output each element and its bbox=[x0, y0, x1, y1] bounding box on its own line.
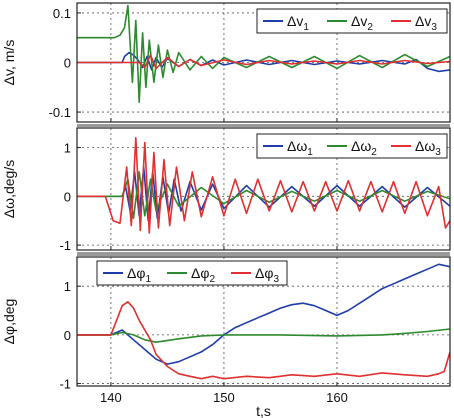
y-tick-label: -1 bbox=[59, 238, 71, 253]
series-line-3 bbox=[77, 300, 450, 380]
legend-label-3: Δv3 bbox=[415, 13, 437, 33]
legend-box bbox=[256, 8, 448, 34]
y-tick-label: 0 bbox=[64, 328, 71, 343]
plot-frame bbox=[76, 2, 451, 123]
y-tick-label: -0.1 bbox=[49, 105, 71, 120]
y-tick-label: 0 bbox=[64, 56, 71, 71]
series-line-3 bbox=[77, 54, 450, 70]
panel-3: 1 0 -1 Δφ,deg Δφ1 Δφ2 Δφ3 140 150 160 t,s bbox=[1, 256, 451, 418]
series-line-2 bbox=[77, 328, 450, 344]
y-tick-label: 1 bbox=[64, 141, 71, 156]
plot-frame bbox=[76, 256, 451, 387]
y-tick-label: 0 bbox=[64, 189, 71, 204]
legend-label-2: Δφ2 bbox=[191, 265, 215, 285]
series-line-2 bbox=[77, 171, 450, 220]
series-line-1 bbox=[77, 263, 450, 365]
y-tick-label: 1 bbox=[64, 279, 71, 294]
legend-label-2: Δv2 bbox=[351, 13, 373, 33]
y-axis-label: Δφ,deg bbox=[1, 299, 17, 345]
legend-label-3: Δφ3 bbox=[255, 265, 279, 285]
legend: Δφ1 Δφ2 Δφ3 bbox=[96, 260, 288, 286]
legend-label-1: Δφ1 bbox=[127, 265, 151, 285]
x-tick-label: 140 bbox=[100, 390, 122, 405]
y-tick-label: 0.1 bbox=[53, 6, 71, 21]
legend-label-1: Δω1 bbox=[287, 138, 313, 158]
y-axis-label: Δv, m/s bbox=[1, 40, 17, 86]
panel-separator bbox=[77, 252, 450, 256]
legend-box bbox=[96, 260, 288, 286]
plot-frame bbox=[76, 127, 451, 251]
y-axis-label: Δω,deg/s bbox=[1, 160, 17, 218]
panel-2: 1 0 -1 Δω,deg/s Δω1 Δω2 Δω3 bbox=[1, 127, 451, 253]
legend: Δω1 Δω2 Δω3 bbox=[256, 133, 448, 159]
legend-label-2: Δω2 bbox=[351, 138, 377, 158]
y-tick-label: -1 bbox=[59, 377, 71, 392]
series-line-3 bbox=[77, 137, 450, 234]
panel-1: 0.1 0 -0.1 Δv, m/s Δv1 Δv2 Δv3 bbox=[1, 2, 451, 123]
panel-separator bbox=[77, 124, 450, 127]
legend: Δv1 Δv2 Δv3 bbox=[256, 8, 448, 34]
legend-label-3: Δω3 bbox=[415, 138, 441, 158]
x-tick-label: 150 bbox=[213, 390, 235, 405]
x-axis-label: t,s bbox=[256, 403, 271, 418]
legend-label-1: Δv1 bbox=[287, 13, 309, 33]
series-line-2 bbox=[77, 4, 450, 103]
legend-box bbox=[256, 133, 448, 159]
x-tick-label: 160 bbox=[326, 390, 348, 405]
